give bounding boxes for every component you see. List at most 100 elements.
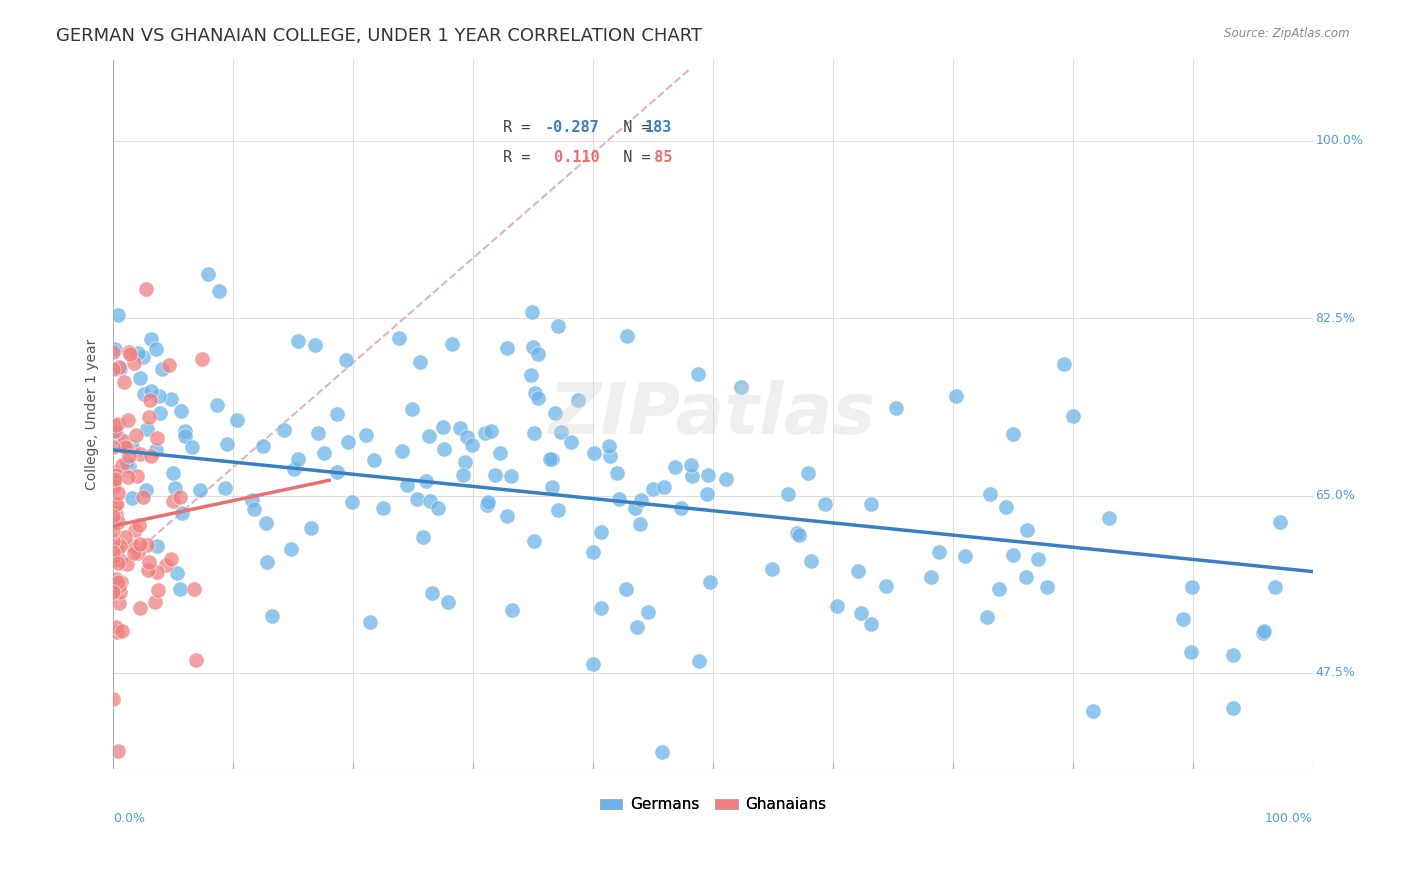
Point [127,346,149,360]
Point [614,582,637,597]
Point [165,481,187,495]
Point [145,443,167,458]
Point [150,362,173,376]
Point [441,336,464,351]
Point [340,495,363,509]
Point [183,582,205,597]
Point [475,498,498,512]
Point [456,430,478,444]
Point [433,442,456,456]
Point [786,526,808,541]
Point [643,482,665,496]
Point [1015,570,1038,584]
Point [105,624,128,639]
Point [541,452,564,467]
Point [143,595,166,609]
Point [136,563,159,577]
Point [191,351,214,366]
Point [523,386,546,401]
Point [103,524,125,538]
Point [103,465,125,479]
Point [103,425,125,439]
Point [688,654,710,668]
Point [681,468,703,483]
Point [418,429,440,443]
Text: 100.0%: 100.0% [1265,812,1313,825]
Point [108,585,131,599]
Legend: Germans, Ghanaians: Germans, Ghanaians [593,791,832,818]
Point [125,469,148,483]
Point [652,480,675,494]
Point [129,537,152,551]
Point [172,506,194,520]
Text: ZIPatlas: ZIPatlas [550,380,877,449]
Point [118,458,141,473]
Point [1026,552,1049,566]
Point [1001,426,1024,441]
Point [953,549,976,563]
Point [945,389,967,403]
Point [103,585,125,599]
Point [129,601,152,615]
Text: 82.5%: 82.5% [1315,311,1355,325]
Point [1181,580,1204,594]
Point [122,539,145,553]
Point [761,562,783,576]
Point [103,472,125,486]
Point [920,570,942,584]
Text: R =: R = [503,150,540,165]
Point [409,354,432,368]
Point [181,440,204,454]
Point [103,474,125,488]
Point [160,392,183,406]
Text: -0.287: -0.287 [546,120,600,135]
Point [225,413,247,427]
Point [145,343,167,357]
Point [412,530,434,544]
Text: Source: ZipAtlas.com: Source: ZipAtlas.com [1225,27,1350,40]
Text: 100.0%: 100.0% [1315,134,1362,147]
Point [256,556,278,570]
Point [550,425,572,439]
Point [628,516,651,531]
Point [214,481,236,495]
Point [337,434,360,449]
Point [174,424,197,438]
Point [884,401,907,415]
Point [107,515,129,529]
Point [335,353,357,368]
Point [714,472,737,486]
Point [583,446,606,460]
Point [1180,645,1202,659]
Point [108,360,131,375]
Point [527,347,550,361]
Point [283,462,305,476]
Point [141,384,163,399]
Point [107,430,129,444]
Point [124,523,146,537]
Point [103,344,125,359]
Point [159,552,181,566]
Point [120,347,142,361]
Text: 47.5%: 47.5% [1315,666,1355,680]
Point [1171,611,1194,625]
Point [107,308,129,322]
Point [205,398,228,412]
Text: N =: N = [605,150,659,165]
Point [454,455,477,469]
Point [814,497,837,511]
Point [859,617,882,632]
Point [523,425,546,440]
Point [146,431,169,445]
Point [103,515,125,529]
Point [607,491,630,506]
Point [1253,624,1275,639]
Point [117,454,139,468]
Point [1098,511,1121,525]
Point [129,371,152,385]
Point [987,582,1010,596]
Point [520,368,543,383]
Point [591,600,613,615]
Point [544,406,567,420]
Point [117,557,139,571]
